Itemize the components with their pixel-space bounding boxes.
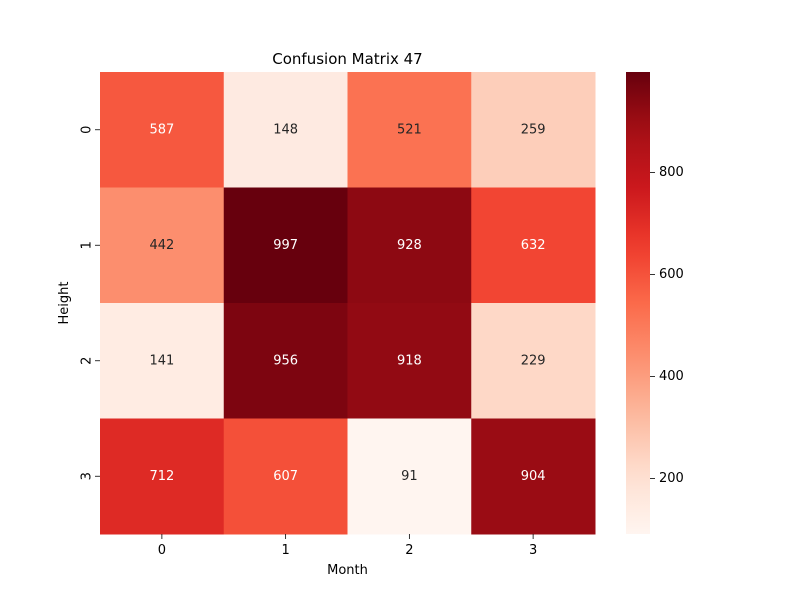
y-tick-label: 1	[80, 241, 95, 249]
heatmap-cell	[471, 303, 596, 419]
y-tick-label: 0	[80, 126, 95, 134]
y-tick-label: 2	[80, 357, 95, 365]
colorbar-tick-label: 600	[659, 267, 684, 282]
heatmap-cell	[347, 303, 472, 419]
colorbar	[626, 72, 650, 534]
x-axis-label: Month	[327, 563, 368, 578]
heatmap-cell	[223, 72, 348, 188]
heatmap-cell	[223, 187, 348, 304]
heatmap-cell	[223, 303, 348, 419]
cell-value-label: 148	[273, 122, 298, 137]
heatmap-cell	[100, 72, 225, 188]
heatmap-cell	[471, 187, 596, 304]
cell-value-label: 259	[521, 122, 546, 137]
heatmap-cell	[100, 187, 225, 304]
heatmap-cell	[100, 303, 225, 419]
cell-value-label: 956	[273, 353, 298, 368]
cell-value-label: 904	[521, 469, 546, 484]
heatmap-cell	[347, 187, 472, 304]
heatmap-cell	[347, 418, 472, 535]
y-axis: 0 1 2 3	[80, 126, 100, 480]
cell-value-label: 712	[149, 469, 174, 484]
x-tick-label: 2	[405, 543, 413, 558]
heatmap-cell	[471, 418, 596, 535]
colorbar-tick-label: 200	[659, 471, 684, 486]
y-axis-label: Height	[57, 282, 72, 325]
cell-value-label: 928	[397, 238, 422, 253]
heatmap-cell	[100, 418, 225, 535]
x-tick-label: 0	[158, 543, 166, 558]
cell-value-label: 229	[521, 353, 546, 368]
heatmap-cell	[471, 72, 596, 188]
cell-value-label: 442	[149, 238, 174, 253]
x-tick-label: 3	[529, 543, 537, 558]
x-axis: 0 1 2 3	[158, 534, 537, 558]
cell-value-label: 918	[397, 353, 422, 368]
cell-value-label: 632	[521, 238, 546, 253]
cell-value-label: 521	[397, 122, 422, 137]
heatmap-cell	[347, 72, 472, 188]
y-tick-label: 3	[80, 472, 95, 480]
heatmap-cell	[223, 418, 348, 535]
colorbar-ticks: 200 400 600 800	[650, 165, 684, 486]
cell-value-label: 997	[273, 238, 298, 253]
cell-value-label: 607	[273, 469, 298, 484]
cell-value-label: 141	[149, 353, 174, 368]
cell-value-label: 587	[149, 122, 174, 137]
colorbar-tick-label: 800	[659, 165, 684, 180]
x-tick-label: 1	[281, 543, 289, 558]
cell-value-label: 91	[401, 469, 418, 484]
chart-title: Confusion Matrix 47	[272, 50, 422, 68]
heatmap-cells: 587 148 521 259 442 997 928 632 141 956 918 229 712 6…	[100, 72, 596, 535]
colorbar-tick-label: 400	[659, 369, 684, 384]
